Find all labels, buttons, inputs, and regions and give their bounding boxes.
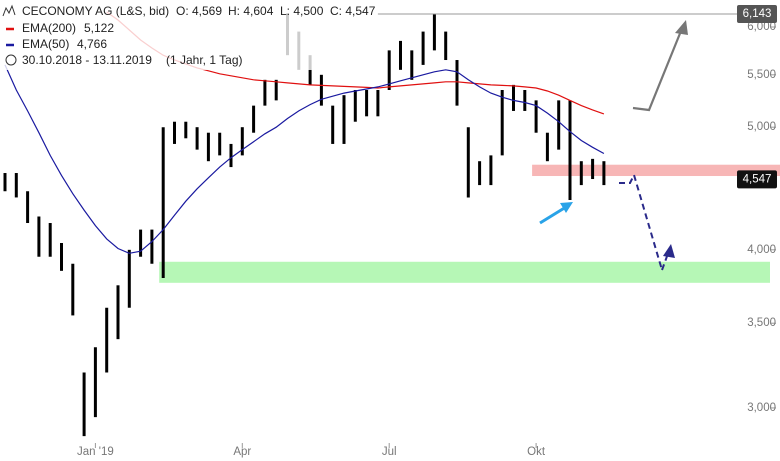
legend-label: EMA(200) (22, 21, 76, 35)
y-tick-label: 6,000 (747, 21, 776, 33)
price-tag (737, 170, 777, 189)
arrow-head (560, 202, 573, 213)
arrow-head (675, 20, 688, 35)
period: 30.10.2018 - 13.11.2019 (22, 53, 152, 67)
arrow-head (663, 244, 675, 258)
interval: (1 Jahr, 1 Tag) (166, 53, 243, 67)
price-tag-label: 4,547 (743, 173, 772, 185)
x-tick-label: Okt (527, 446, 546, 458)
title: CECONOMY AG (L&S, bid) (22, 4, 169, 18)
x-tick-label: Jul (382, 446, 397, 458)
legend-value: 4,766 (77, 37, 107, 51)
zone (532, 164, 780, 177)
arrow (661, 247, 671, 271)
y-tick-label: 5,500 (747, 69, 776, 81)
y-tick-label: 3,000 (747, 402, 776, 414)
ohlc-close: C: 4,547 (330, 4, 376, 18)
x-tick-label: Apr (233, 446, 251, 458)
zone (159, 261, 770, 283)
y-tick-label: 3,500 (747, 317, 776, 329)
arrow (539, 205, 567, 225)
ohlc-open: O: 4,569 (176, 4, 222, 18)
price-tag (737, 5, 777, 24)
price-tag-label: 6,143 (743, 8, 772, 20)
ema-line (4, 64, 605, 254)
legend-value: 5,122 (84, 21, 114, 35)
legend-label: EMA(50) (22, 37, 69, 51)
legend-bg (0, 2, 330, 70)
x-tick-label: Jan '19 (77, 446, 114, 458)
chart-icon (2, 4, 16, 17)
y-tick-label: 4,000 (747, 244, 776, 256)
legend: CECONOMY AG (L&S, bid) O: 4,569 H: 4,604… (0, 2, 376, 70)
ohlc-low: L: 4,500 (280, 4, 324, 18)
ohlc-high: H: 4,604 (228, 4, 274, 18)
arrow (619, 172, 663, 271)
clock-icon (5, 54, 17, 66)
y-tick-label: 5,000 (747, 121, 776, 133)
arrow (632, 25, 685, 112)
